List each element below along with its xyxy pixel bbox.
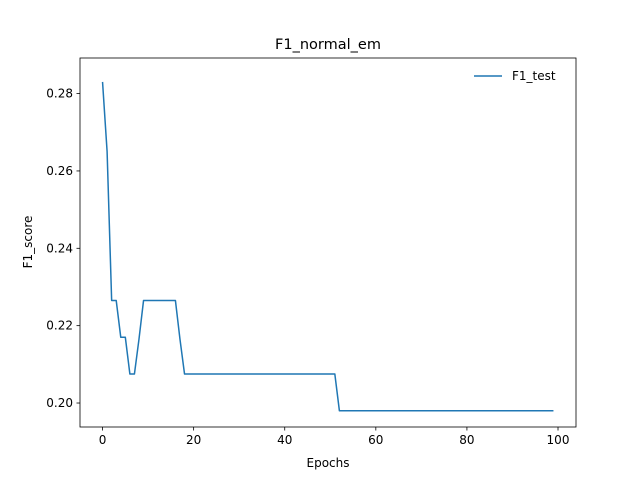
y-tick-label: 0.22 xyxy=(46,319,73,333)
x-tick-label: 20 xyxy=(186,433,201,447)
y-tick-label: 0.20 xyxy=(46,396,73,410)
ticks-layer: 0 20 40 60 80 100 0.20 0.22 0.24 0.26 0.28 xyxy=(46,87,569,447)
plot-area xyxy=(80,58,576,427)
x-tick-label: 60 xyxy=(368,433,383,447)
x-axis-label: Epochs xyxy=(307,456,350,470)
chart-title: F1_normal_em xyxy=(275,37,381,53)
series-line-f1-test xyxy=(101,81,554,412)
x-tick-label: 80 xyxy=(459,433,474,447)
legend: F1_test xyxy=(474,69,556,83)
plot-frame xyxy=(79,57,577,428)
y-tick-label: 0.28 xyxy=(46,87,73,101)
y-tick-label: 0.24 xyxy=(46,241,73,255)
y-axis-label: F1_score xyxy=(21,216,35,269)
x-tick-label: 40 xyxy=(277,433,292,447)
x-tick-label: 100 xyxy=(547,433,570,447)
series-layer xyxy=(101,81,554,412)
legend-label-f1-test: F1_test xyxy=(512,69,556,83)
y-tick-label: 0.26 xyxy=(46,164,73,178)
x-tick-label: 0 xyxy=(99,433,107,447)
